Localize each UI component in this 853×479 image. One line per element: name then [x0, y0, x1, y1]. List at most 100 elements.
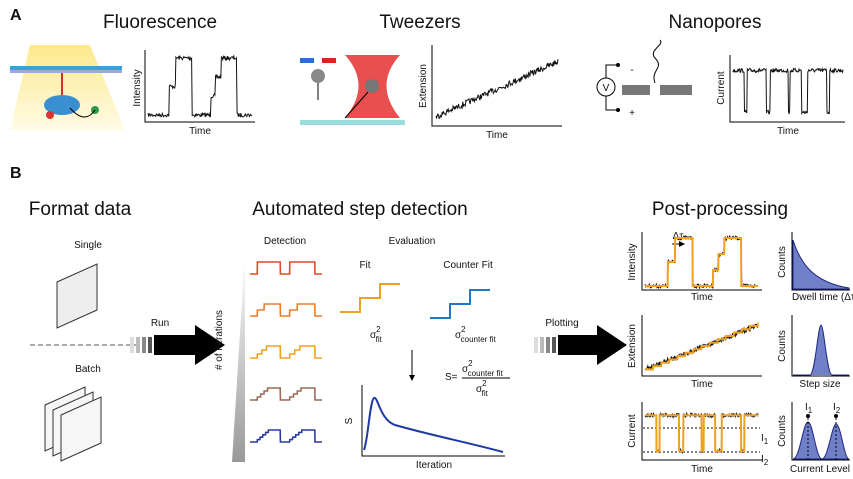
axis-label: Current [716, 71, 727, 105]
text-part: counter fit [468, 369, 504, 378]
shape [136, 337, 140, 353]
shape [46, 111, 54, 119]
shape [622, 85, 650, 95]
label: Single [74, 240, 102, 251]
plot-axes [431, 45, 562, 127]
label: Fit [359, 260, 370, 271]
text-part: I [761, 433, 764, 444]
shape [546, 337, 550, 353]
score-denominator: σ2 fit [476, 379, 489, 398]
shape [616, 108, 620, 112]
arrow-label: Run [151, 318, 169, 329]
counter-fit-steps [430, 289, 490, 319]
peak-label: I1 [805, 402, 813, 415]
text-part: 2 [461, 325, 466, 334]
text-part: 2 [376, 325, 381, 334]
text-part: σ [370, 330, 377, 341]
post-plots [641, 232, 850, 461]
nanopore-icon [596, 39, 692, 112]
shape [558, 325, 627, 365]
axis-label: Current [627, 414, 638, 448]
plot-axes [144, 50, 255, 123]
axis-label: # of iterations [214, 310, 225, 370]
shape [10, 45, 125, 130]
axis-label: Counts [777, 415, 788, 447]
axis-label: Time [691, 292, 713, 303]
page-icon [56, 263, 98, 329]
detection-traces [250, 261, 322, 443]
shape [365, 79, 379, 93]
shape [834, 414, 838, 418]
shape [142, 337, 146, 353]
shape [729, 55, 845, 123]
axis-label: Time [777, 126, 799, 137]
shape [300, 58, 314, 63]
shape [641, 232, 762, 291]
text-part: 1 [764, 437, 769, 446]
axis-label: Time [691, 379, 713, 390]
shape [69, 107, 96, 118]
step-histogram [793, 324, 849, 376]
text-part: σ [455, 330, 462, 341]
plot-axes [729, 55, 845, 123]
axis-label: Counts [777, 330, 788, 362]
polarity-label: - [630, 65, 633, 76]
score-curve [363, 396, 504, 453]
extension-fit [645, 322, 759, 371]
marker-label: Δτ [673, 231, 684, 242]
shape [144, 50, 255, 123]
text-part: I [805, 402, 808, 413]
arrow-label: Plotting [545, 318, 578, 329]
text-part: 2 [468, 359, 473, 368]
axis-label: Time [691, 464, 713, 475]
text-part: σ [476, 384, 483, 395]
shape [10, 70, 122, 73]
text-part: 2 [764, 458, 769, 467]
shape [791, 232, 850, 291]
axis-label: Current Level [790, 464, 850, 475]
label: Batch [75, 364, 101, 375]
shape [641, 402, 762, 461]
text-part: σ [462, 364, 469, 375]
shape [311, 69, 325, 83]
text-part: I [833, 402, 836, 413]
axis-label: Step size [799, 379, 841, 390]
level-histogram [792, 421, 850, 460]
axis-label: Extension [627, 324, 638, 368]
shape [540, 337, 544, 353]
stack-icon [44, 386, 102, 462]
fluorescence-icon [10, 45, 125, 130]
panel-label: A [10, 7, 22, 24]
shape [10, 66, 122, 70]
axis-label: Iteration [416, 460, 452, 471]
section-title: Format data [29, 199, 132, 220]
iteration-wedge [232, 252, 245, 462]
section-title: Post-processing [652, 199, 788, 220]
detection-trace [250, 303, 322, 317]
detection-trace [250, 261, 322, 275]
level-label: I1 [761, 433, 769, 446]
axis-label: Intensity [627, 243, 638, 280]
current-trace [732, 66, 844, 116]
axis-label: S [344, 417, 355, 424]
intensity-fit [645, 237, 758, 287]
plot-axes [361, 385, 505, 457]
text-part: 2 [482, 379, 487, 388]
text-part: fit [482, 389, 489, 398]
label: Counter Fit [443, 260, 493, 271]
axis-label: Dwell time (Δτ [792, 292, 853, 303]
detection-trace [250, 387, 322, 401]
axis-label: Counts [777, 246, 788, 278]
fit-steps [340, 283, 400, 313]
plotting-arrow [534, 325, 627, 365]
shape [605, 64, 618, 111]
text-part: 2 [836, 406, 841, 415]
polarity-label: + [629, 108, 635, 119]
detection-trace [250, 429, 322, 443]
text-part: counter fit [461, 335, 497, 344]
section-title: Fluorescence [103, 12, 217, 33]
text-part: 1 [808, 406, 813, 415]
tweezers-icon [300, 55, 405, 125]
section-title: Nanopores [669, 12, 762, 33]
